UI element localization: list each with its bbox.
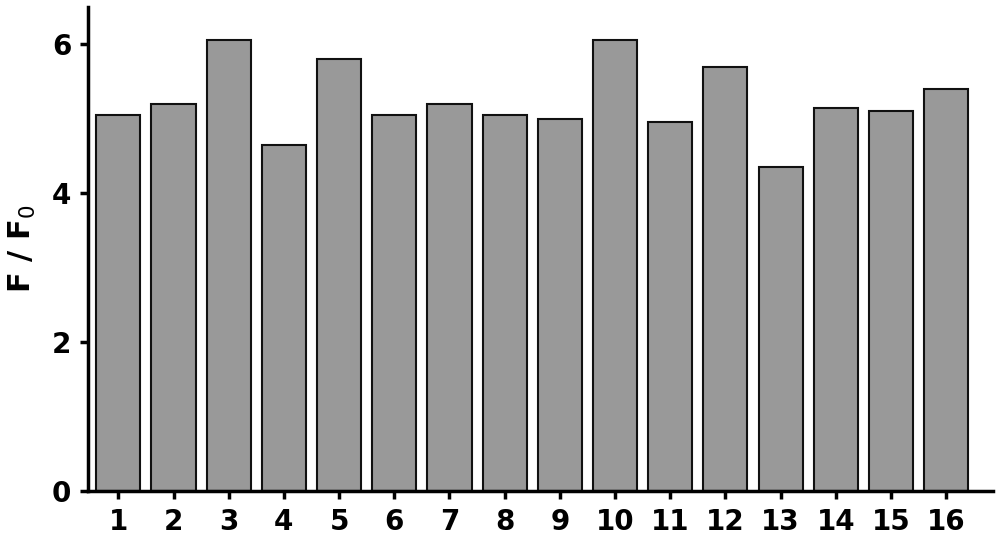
Bar bbox=[96, 115, 140, 491]
Bar bbox=[483, 115, 527, 491]
Bar bbox=[317, 59, 361, 491]
Bar bbox=[151, 104, 196, 491]
Bar bbox=[648, 123, 692, 491]
Bar bbox=[924, 89, 968, 491]
Bar bbox=[869, 111, 913, 491]
Bar bbox=[703, 67, 747, 491]
Bar bbox=[814, 108, 858, 491]
Bar bbox=[207, 41, 251, 491]
Bar bbox=[262, 145, 306, 491]
Y-axis label: F / F$_0$: F / F$_0$ bbox=[7, 205, 38, 293]
Bar bbox=[759, 167, 803, 491]
Bar bbox=[372, 115, 416, 491]
Bar bbox=[538, 119, 582, 491]
Bar bbox=[427, 104, 472, 491]
Bar bbox=[593, 41, 637, 491]
